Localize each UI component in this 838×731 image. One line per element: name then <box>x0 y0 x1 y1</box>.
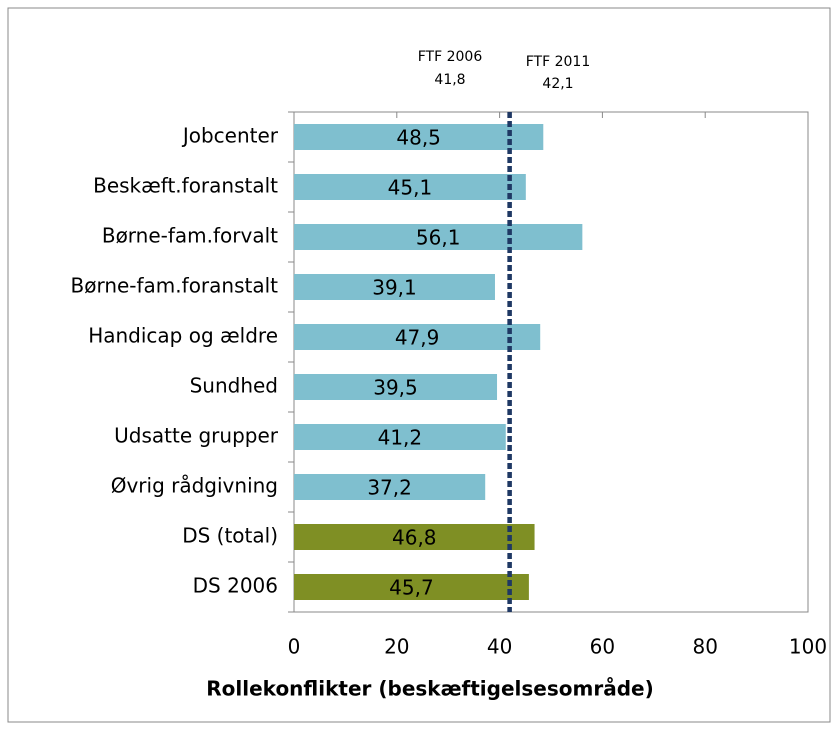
bar <box>294 174 526 200</box>
y-tick-label: Udsatte grupper <box>114 424 279 448</box>
x-tick-label: 40 <box>487 635 512 659</box>
reference-value-label: 41,8 <box>434 72 465 88</box>
y-tick-label: Øvrig rådgivning <box>111 474 278 498</box>
y-tick-label: DS 2006 <box>193 574 278 598</box>
x-tick-label: 0 <box>288 635 301 659</box>
bar <box>294 274 495 300</box>
value-label: 46,8 <box>392 526 437 550</box>
x-tick-label: 20 <box>384 635 409 659</box>
value-label: 47,9 <box>395 326 440 350</box>
reference-label: FTF 2011 <box>526 54 591 70</box>
x-tick-label: 100 <box>789 635 827 659</box>
value-label: 41,2 <box>378 426 423 450</box>
value-label: 45,7 <box>389 576 434 600</box>
bar <box>294 424 506 450</box>
value-label: 37,2 <box>367 476 412 500</box>
y-tick-label: Handicap og ældre <box>88 324 278 348</box>
value-label: 56,1 <box>416 226 461 250</box>
reference-value-label: 42,1 <box>542 76 573 92</box>
bar <box>294 224 583 250</box>
bar <box>294 374 498 400</box>
chart-frame <box>7 7 831 723</box>
x-axis-title: Rollekonflikter (beskæftigelsesområde) <box>206 677 653 701</box>
x-tick-label: 60 <box>590 635 615 659</box>
x-tick-label: 80 <box>692 635 717 659</box>
bar <box>294 324 541 350</box>
y-tick-label: Sundhed <box>190 374 278 398</box>
bar <box>294 524 535 550</box>
value-label: 48,5 <box>396 126 441 150</box>
bar <box>294 124 544 150</box>
value-label: 39,5 <box>373 376 418 400</box>
bar <box>294 574 529 600</box>
reference-label: FTF 2006 <box>418 49 483 65</box>
value-label: 45,1 <box>388 176 433 200</box>
bar <box>294 474 486 500</box>
y-tick-label: Børne-fam.forvalt <box>102 224 278 248</box>
y-tick-label: Beskæft.foranstalt <box>93 174 278 198</box>
y-tick-label: Jobcenter <box>181 124 279 148</box>
y-tick-label: DS (total) <box>182 524 278 548</box>
y-tick-label: Børne-fam.foranstalt <box>70 274 278 298</box>
value-label: 39,1 <box>372 276 417 300</box>
